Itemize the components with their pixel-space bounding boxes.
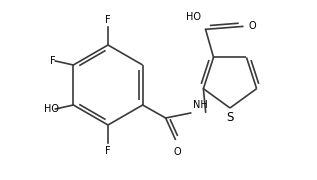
Text: F: F (105, 146, 111, 156)
Text: F: F (105, 15, 111, 25)
Text: S: S (226, 111, 234, 124)
Text: O: O (249, 21, 256, 31)
Text: O: O (174, 147, 181, 157)
Text: F: F (49, 56, 55, 66)
Text: NH: NH (193, 100, 207, 110)
Text: HO: HO (185, 12, 201, 22)
Text: HO: HO (44, 104, 59, 114)
